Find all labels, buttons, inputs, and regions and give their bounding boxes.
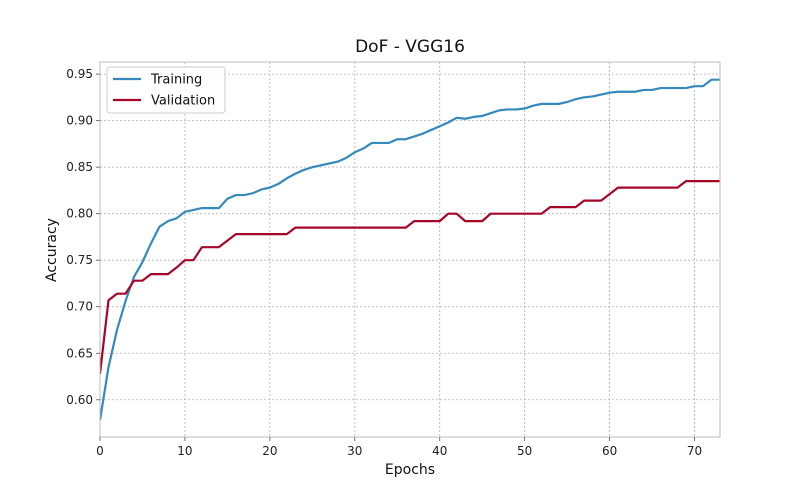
plot-area: 0 10 20 30 40 50 60 70 0.60 0.65 0.70 0.75 0.80 0.85 0…	[66, 61, 721, 458]
x-tick-label: 70	[687, 444, 702, 458]
x-tick-label: 20	[262, 444, 277, 458]
chart-title: DoF - VGG16	[355, 37, 465, 57]
x-axis-label: Epochs	[385, 462, 435, 478]
x-tick-label: 0	[96, 444, 104, 458]
series-line-training	[100, 78, 720, 421]
x-tick-label: 50	[517, 444, 532, 458]
y-tick-label: 0.75	[66, 253, 93, 267]
axes-frame	[99, 61, 721, 438]
x-tick-label: 40	[432, 444, 447, 458]
legend-label-validation: Validation	[151, 94, 215, 109]
legend-label-training: Training	[150, 73, 202, 88]
legend: Training Validation	[106, 66, 226, 114]
y-tick-label: 0.95	[66, 67, 93, 81]
x-tick-label: 30	[347, 444, 362, 458]
x-tick-label: 60	[602, 444, 617, 458]
y-tick-label: 0.85	[66, 160, 93, 174]
y-tick-label: 0.65	[66, 346, 93, 360]
plot-background	[100, 62, 720, 437]
y-tick-label: 0.70	[66, 300, 93, 314]
y-axis-label: Accuracy	[44, 218, 60, 282]
series-group	[100, 78, 720, 421]
y-tick-label: 0.90	[66, 114, 93, 128]
y-tick-label: 0.60	[66, 393, 93, 407]
x-tick-label: 10	[177, 444, 192, 458]
series-line-validation	[100, 180, 720, 374]
y-tick-label: 0.80	[66, 207, 93, 221]
